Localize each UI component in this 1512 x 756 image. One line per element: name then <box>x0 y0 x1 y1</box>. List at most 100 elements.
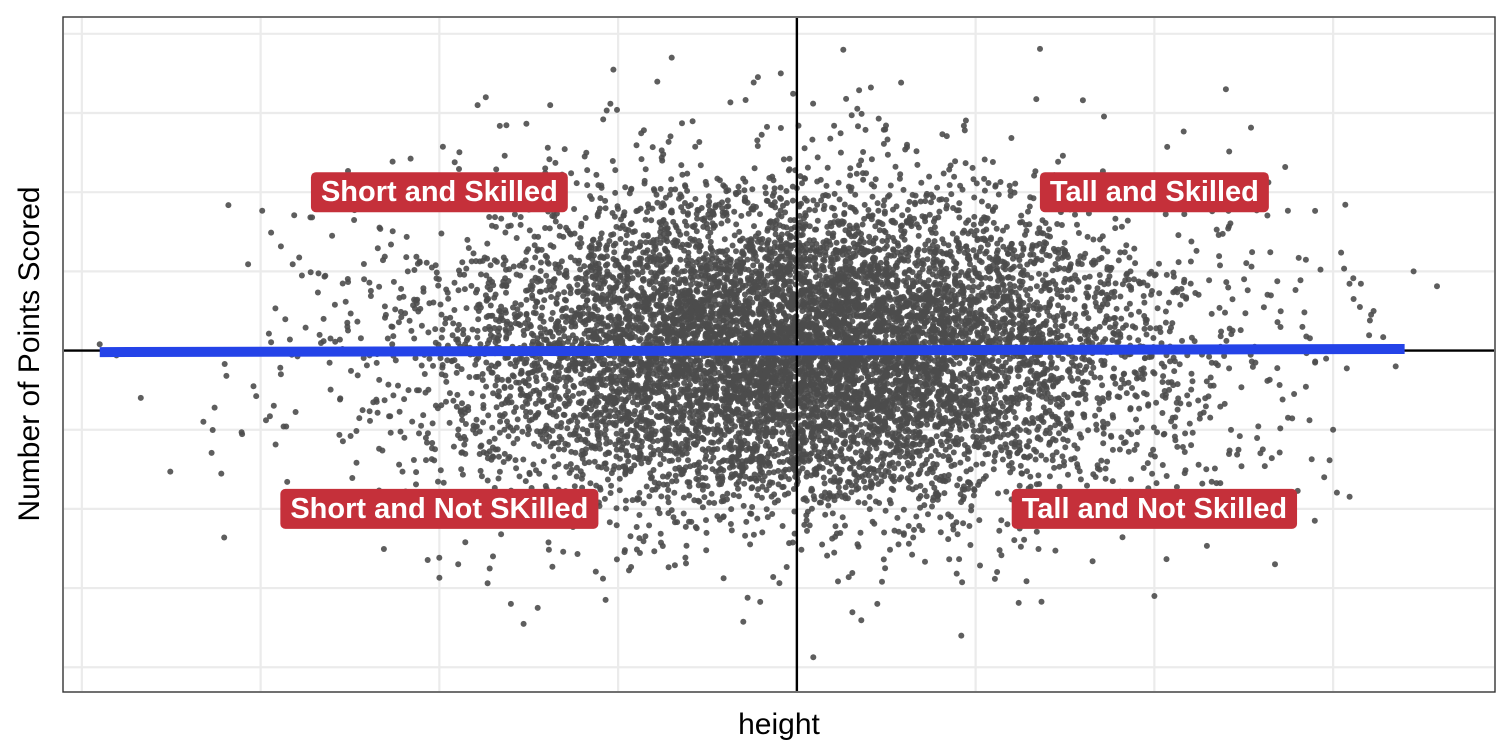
data-point <box>1128 476 1134 483</box>
data-point <box>459 417 466 423</box>
data-point <box>517 214 524 220</box>
data-point <box>894 514 901 521</box>
data-point <box>1075 230 1082 236</box>
data-point <box>861 259 868 266</box>
data-point <box>996 547 1003 554</box>
data-point <box>450 443 457 450</box>
data-point <box>970 221 977 228</box>
data-point <box>960 494 967 500</box>
data-point <box>665 138 672 145</box>
data-point <box>1249 249 1256 256</box>
data-point <box>1086 273 1093 280</box>
data-point <box>922 558 928 565</box>
data-point <box>1160 373 1167 380</box>
data-point <box>446 419 453 426</box>
data-point <box>958 632 965 639</box>
data-point <box>804 527 810 534</box>
data-point <box>398 314 405 321</box>
data-point <box>683 230 690 237</box>
data-point <box>1079 97 1086 104</box>
data-point <box>675 456 682 463</box>
data-point <box>602 197 609 204</box>
data-point <box>545 546 552 553</box>
data-point <box>250 383 257 390</box>
data-point <box>547 102 554 109</box>
data-point <box>854 440 861 447</box>
data-point <box>1075 400 1082 407</box>
data-point <box>486 438 493 445</box>
data-point <box>407 155 414 162</box>
data-point <box>503 289 509 296</box>
data-point <box>783 564 790 570</box>
data-point <box>1326 457 1333 464</box>
data-point <box>418 322 425 329</box>
data-point <box>977 562 983 569</box>
data-point <box>984 241 991 248</box>
data-point <box>881 245 888 252</box>
data-point <box>906 198 913 205</box>
data-point <box>646 522 653 529</box>
data-point <box>455 321 462 328</box>
data-point <box>549 309 556 316</box>
data-point <box>1333 489 1340 496</box>
data-point <box>1016 482 1023 489</box>
data-point <box>665 487 672 493</box>
data-point <box>1192 290 1199 296</box>
data-point <box>1116 446 1123 453</box>
data-point <box>623 232 630 239</box>
data-point <box>556 232 563 239</box>
data-point <box>1136 405 1143 412</box>
data-point <box>856 87 863 94</box>
data-point <box>720 575 727 582</box>
data-point <box>747 541 754 548</box>
data-point <box>405 387 412 394</box>
data-point <box>1047 354 1054 361</box>
data-point <box>459 400 465 407</box>
data-point <box>945 472 952 478</box>
data-point <box>913 513 920 520</box>
data-point <box>925 511 931 518</box>
data-point <box>623 247 630 254</box>
data-point <box>729 242 736 249</box>
data-point <box>666 471 672 478</box>
data-point <box>1222 86 1229 93</box>
data-point <box>993 225 1000 232</box>
data-point <box>768 493 775 500</box>
data-point <box>702 464 709 471</box>
data-point <box>969 164 976 171</box>
data-point <box>396 408 403 415</box>
data-point <box>880 202 887 209</box>
data-point <box>1158 360 1165 367</box>
data-point <box>884 151 891 158</box>
data-point <box>1108 433 1115 440</box>
data-point <box>999 456 1006 463</box>
data-point <box>1179 337 1185 344</box>
data-point <box>357 335 364 342</box>
data-point <box>684 479 691 486</box>
data-point <box>493 404 500 411</box>
data-point <box>1009 326 1016 333</box>
data-point <box>1228 426 1234 433</box>
data-point <box>884 136 891 143</box>
data-point <box>459 259 466 266</box>
data-point <box>426 300 433 307</box>
data-point <box>849 570 856 576</box>
data-point <box>470 250 477 257</box>
data-point <box>482 94 489 101</box>
data-point <box>783 200 790 206</box>
data-point <box>601 404 608 411</box>
data-point <box>1143 331 1150 338</box>
data-point <box>1170 273 1177 280</box>
data-point <box>505 433 512 440</box>
data-point <box>1012 414 1019 421</box>
data-point <box>1356 304 1363 310</box>
data-point <box>874 600 881 607</box>
data-point <box>517 221 524 228</box>
data-point <box>347 310 354 317</box>
data-point <box>966 366 973 373</box>
data-point <box>622 505 629 512</box>
data-point <box>724 197 731 204</box>
data-point <box>1032 456 1039 463</box>
data-point <box>653 413 660 420</box>
data-point <box>778 195 784 202</box>
